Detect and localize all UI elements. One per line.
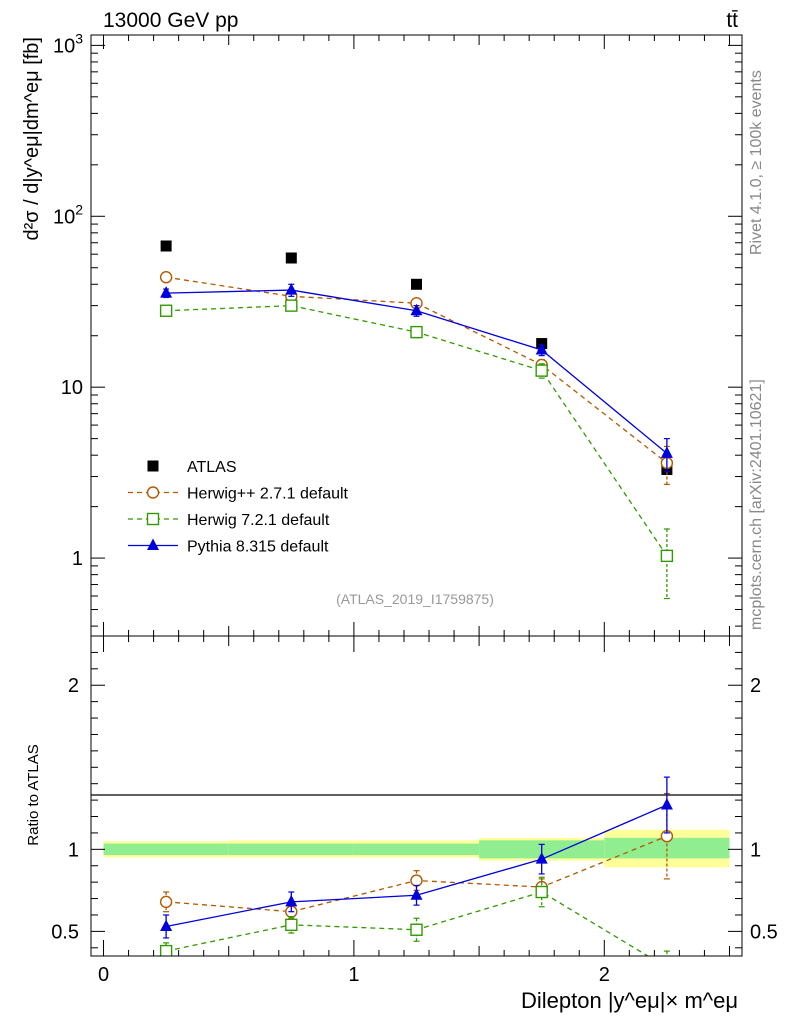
main-point-atlas [160,240,172,252]
main-point-herwig7 [159,304,173,317]
main-series-atlas [160,240,673,475]
main-y-axis-label: d²σ / d|y^eμ|dm^eμ [fb] [21,37,43,241]
main-y-tick-label: 103 [53,30,83,57]
main-point-atlas [411,278,422,290]
ratio-x-tick-label: 2 [599,964,610,986]
ratio-band-inner [604,837,730,859]
energy-label: 13000 GeV pp [103,9,238,32]
legend: ATLAS Herwig++ 2.7.1 default Herwig 7.2.1 … [128,459,349,556]
ratio-point-herwig7 [285,918,298,932]
main-axis-ticks: 1 10 102 103 [53,30,742,636]
ratio-band-inner [103,843,229,856]
ratio-point-herwigpp [159,895,173,909]
main-point-herwig7 [535,364,548,377]
ratio-y-tick-label: 2 [68,675,79,697]
mcplots-label: mcplots.cern.ch [arXiv:2401.10621] [748,379,765,630]
main-series-herwig7 [159,299,674,600]
main-y-tick-label: 102 [53,201,83,228]
ratio-series-herwig7 [159,876,672,973]
legend-label-atlas: ATLAS [187,459,237,476]
main-point-pythia [160,286,173,298]
ratio-series-pythia [160,776,673,939]
main-point-herwig7 [660,549,674,563]
ratio-point-herwigpp [410,874,423,887]
main-y-tick-label: 1 [72,548,83,570]
main-y-tick-label: 10 [61,377,83,399]
ratio-y-tick-label-right: 2 [750,675,761,697]
legend-label-herwigpp: Herwig++ 2.7.1 default [187,486,349,503]
main-point-herwig7 [410,325,423,339]
legend-marker-pythia [147,538,159,550]
legend-marker-herwigpp [146,486,160,499]
ratio-plot-panel: 0.5 0.5 1 1 2 2 0 1 2 Ratio to ATLAS Dilepton |y… [25,635,778,1013]
ratio-point-pythia [660,798,673,810]
analysis-id-label: (ATLAS_2019_I1759875) [336,591,494,607]
ratio-plot-frame [90,635,743,957]
ratio-y-tick-label-right: 1 [750,839,761,861]
ratio-axis-ticks: 0.5 0.5 1 1 2 2 0 1 2 [51,635,778,986]
main-plot-panel: 1 10 102 103 d²σ / d|y^eμ|dm^eμ [fb] [21,30,743,637]
rivet-version-label: Rivet 4.1.0, ≥ 100k events [748,70,765,255]
ratio-band-inner [228,843,354,856]
main-series-herwigpp [159,271,674,485]
ratio-point-herwig7 [661,962,672,973]
ratio-x-tick-label: 0 [98,964,109,986]
ratio-point-herwig7 [535,885,548,899]
main-point-pythia [660,446,673,458]
ratio-plot-series-layer [159,776,674,973]
main-point-pythia [535,343,548,355]
ratio-point-pythia [285,894,298,907]
ratio-y-tick-label: 0.5 [51,921,79,943]
ratio-y-tick-label: 1 [68,839,79,861]
main-plot-series-layer [159,240,674,600]
ratio-y-tick-label-right: 0.5 [750,921,778,943]
legend-label-pythia: Pythia 8.315 default [187,539,329,556]
ratio-point-herwig7 [410,923,423,936]
ratio-point-pythia [535,852,548,864]
x-axis-label: Dilepton |y^eμ|× m^eμ [521,988,738,1013]
main-point-herwig7 [285,299,298,312]
ratio-x-tick-label: 1 [348,964,359,986]
ratio-point-pythia [410,888,423,900]
main-point-herwigpp [159,271,173,284]
legend-label-herwig7: Herwig 7.2.1 default [187,512,330,529]
ratio-series-herwigpp [159,792,674,919]
ratio-y-axis-label: Ratio to ATLAS [25,744,42,845]
process-label: tt̄ [726,9,738,32]
ratio-point-pythia [160,919,173,931]
ratio-band-inner [353,843,480,856]
main-point-pythia [410,303,423,316]
ratio-point-herwig7 [159,944,173,956]
legend-marker-atlas [147,460,159,472]
main-point-atlas [285,252,297,264]
main-series-pythia [160,283,673,473]
main-point-pythia [285,283,298,295]
legend-marker-herwig7 [146,512,160,526]
